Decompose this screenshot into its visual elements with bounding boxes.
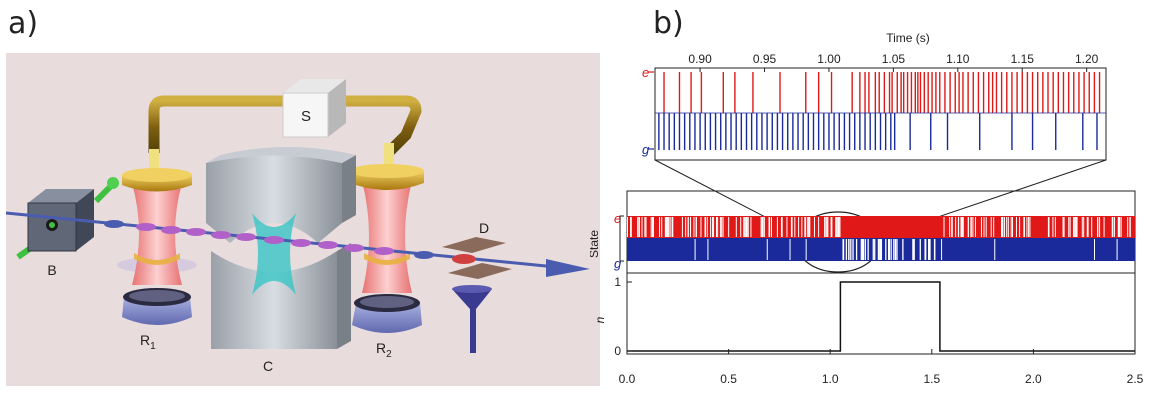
n-tick-label: 0 bbox=[614, 344, 621, 358]
main-e-series bbox=[626, 216, 1135, 238]
inset-tick-label: 1.10 bbox=[946, 52, 970, 66]
atom-source-box: B bbox=[16, 177, 119, 278]
apparatus-svg: S bbox=[5, 53, 600, 386]
inset-e-label: e bbox=[642, 65, 649, 80]
main-x-tick-label: 0.5 bbox=[720, 372, 737, 386]
inset-ticks bbox=[699, 68, 1088, 72]
atom-train bbox=[104, 220, 476, 264]
main-g-series bbox=[627, 238, 1135, 261]
source-pipes bbox=[148, 95, 422, 169]
inset-tick-labels: 0.90 0.95 1.00 1.05 1.10 1.15 1.20 bbox=[688, 52, 1098, 66]
inset-tick-label: 1.15 bbox=[1011, 52, 1035, 66]
inset-e-series bbox=[663, 72, 1101, 113]
photon-number-trace bbox=[627, 281, 1135, 352]
state-chart: Time (s) 0.90 0.95 1.00 1.05 1.10 1.15 1.20 e … bbox=[587, 20, 1150, 391]
inset-tick-label: 0.95 bbox=[753, 52, 777, 66]
main-g-label: g bbox=[614, 256, 622, 271]
detector: D bbox=[442, 220, 512, 353]
svg-text:R2: R2 bbox=[376, 340, 392, 360]
main-x-tick-label: 1.5 bbox=[923, 372, 940, 386]
r1-label: R1 bbox=[140, 332, 156, 352]
n-tick-label: 1 bbox=[614, 275, 621, 289]
main-e-label: e bbox=[614, 211, 621, 226]
panel-a-label: a) bbox=[8, 6, 39, 41]
cavity-label: C bbox=[263, 358, 273, 374]
main-x-tick-label: 0.0 bbox=[619, 372, 636, 386]
ramsey-zone-r1 bbox=[117, 168, 197, 325]
r2-label: R2 bbox=[376, 340, 392, 360]
inset-tick-label: 1.05 bbox=[882, 52, 906, 66]
inset-x-axis-label: Time (s) bbox=[886, 31, 930, 45]
inset-tick-label: 1.00 bbox=[817, 52, 841, 66]
state-bracket bbox=[619, 215, 624, 262]
state-chart-svg: Time (s) 0.90 0.95 1.00 1.05 1.10 1.15 1.20 e … bbox=[587, 31, 1144, 386]
n-y-axis-label: n bbox=[593, 316, 607, 323]
n-ticks: 01 bbox=[614, 275, 632, 358]
cavity: C bbox=[206, 147, 356, 374]
state-y-axis-label: State bbox=[590, 230, 601, 258]
source-box: S bbox=[282, 79, 346, 138]
apparatus-illustration: S bbox=[5, 53, 600, 386]
detector-label: D bbox=[479, 220, 489, 236]
inset-tick-label: 0.90 bbox=[688, 52, 712, 66]
svg-text:R1: R1 bbox=[140, 332, 156, 352]
main-x-tick-label: 2.0 bbox=[1025, 372, 1042, 386]
inset-g-series bbox=[655, 112, 1106, 150]
main-e-band bbox=[627, 216, 1135, 238]
inset-g-label: g bbox=[642, 142, 650, 157]
source-label: S bbox=[301, 108, 311, 125]
ramsey-zone-r2 bbox=[350, 164, 424, 333]
box-label: B bbox=[47, 262, 56, 278]
main-x-tick-label: 2.5 bbox=[1127, 372, 1144, 386]
main-x-tick-label: 1.0 bbox=[822, 372, 839, 386]
main-x-ticks: 0.0 0.5 1.0 1.5 2.0 2.5 bbox=[619, 349, 1144, 386]
inset-tick-label: 1.20 bbox=[1075, 52, 1099, 66]
panel-b-label: b) bbox=[653, 6, 684, 41]
